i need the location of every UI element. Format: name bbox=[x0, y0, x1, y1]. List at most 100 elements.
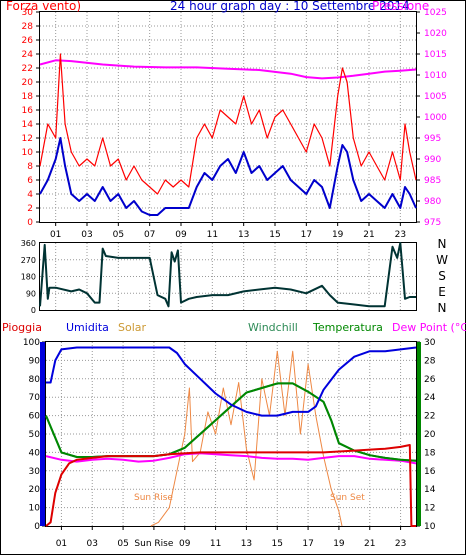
legend-windchill: Windchill bbox=[248, 321, 298, 334]
percent-tick-label: 30 bbox=[29, 467, 41, 477]
hour-tick-label: 07 bbox=[144, 230, 155, 240]
wind-tick-label: 2 bbox=[27, 204, 33, 214]
pressure-tick-label: 1015 bbox=[424, 50, 447, 60]
hour-tick-label: 17 bbox=[301, 230, 312, 240]
percent-tick-label: 60 bbox=[29, 412, 41, 422]
degree-tick-label: 90 bbox=[26, 289, 36, 298]
hour-tick-label: 19 bbox=[332, 230, 344, 240]
panel1-pressure-ticks: 1025 1020 1015 1010 1005 1000 995 990 985 980 975 bbox=[416, 8, 447, 228]
hour-tick-label: 21 bbox=[363, 230, 374, 240]
pressure-tick-label: 985 bbox=[424, 176, 441, 186]
degree-tick-label: 180 bbox=[21, 273, 36, 282]
panel2-degree-ticks: 360 270 180 90 0 bbox=[21, 239, 36, 315]
hour-tick-label: 05 bbox=[117, 539, 128, 549]
percent-tick-label: 20 bbox=[29, 485, 41, 495]
hour-tick-label: 01 bbox=[56, 539, 67, 549]
temperature-axis-bar bbox=[417, 342, 421, 526]
hour-tick-label: 15 bbox=[272, 539, 283, 549]
percent-tick-label: 90 bbox=[29, 356, 41, 366]
temperature-tick-label: 30 bbox=[424, 338, 436, 348]
panel2-series bbox=[39, 242, 416, 308]
pressure-title: Pressione bbox=[372, 0, 429, 13]
hour-tick-label: 19 bbox=[333, 539, 345, 549]
wind-direction-line bbox=[39, 242, 416, 308]
temperature-tick-label: 12 bbox=[424, 504, 435, 514]
percent-tick-label: 40 bbox=[29, 448, 41, 458]
panel1-hour-ticks: 01 03 05 07 09 11 13 15 17 19 21 23 bbox=[50, 222, 406, 240]
temperature-tick-label: 22 bbox=[424, 412, 435, 422]
legend-solar: Solar bbox=[118, 321, 147, 334]
solar-line bbox=[150, 350, 343, 527]
compass-label: S bbox=[438, 269, 446, 283]
pressure-tick-label: 1000 bbox=[424, 113, 447, 123]
temperature-tick-label: 26 bbox=[424, 375, 436, 385]
wind-tick-label: 18 bbox=[22, 92, 34, 102]
wind-tick-label: 10 bbox=[22, 148, 34, 158]
humidity-axis-bar bbox=[40, 342, 45, 526]
panel3-grid bbox=[46, 342, 416, 526]
hour-tick-label: 11 bbox=[210, 539, 221, 549]
hour-tick-label: 15 bbox=[269, 230, 280, 240]
temperature-tick-label: 16 bbox=[424, 467, 436, 477]
legend-humidity: Umidita bbox=[66, 321, 109, 334]
percent-tick-label: 10 bbox=[29, 504, 41, 514]
pressure-tick-label: 1010 bbox=[424, 71, 447, 81]
wind-tick-label: 6 bbox=[27, 176, 33, 186]
wind-tick-label: 22 bbox=[22, 64, 33, 74]
hour-tick-label: 17 bbox=[302, 539, 313, 549]
hour-tick-label: 01 bbox=[50, 230, 61, 240]
degree-tick-label: 270 bbox=[21, 256, 36, 265]
percent-tick-label: 50 bbox=[29, 430, 41, 440]
legend-dew-point: Dew Point (°C) bbox=[392, 321, 466, 334]
hour-tick-label: 23 bbox=[395, 230, 406, 240]
hour-tick-label: 11 bbox=[207, 230, 218, 240]
wind-tick-label: 16 bbox=[22, 106, 34, 116]
degree-tick-label: 360 bbox=[21, 239, 36, 248]
hour-tick-label: 23 bbox=[395, 539, 406, 549]
hour-tick-label: Sun Rise bbox=[134, 539, 173, 549]
dew-point-line bbox=[45, 452, 417, 465]
sunrise-annotation: Sun Rise bbox=[134, 493, 173, 503]
panel3-temperature-ticks: 30 28 26 24 22 20 18 16 14 12 10 bbox=[416, 338, 436, 532]
wind-speed-title: Forza vento) bbox=[6, 0, 81, 13]
compass-label: N bbox=[438, 301, 447, 315]
sunset-annotation: Sun Set bbox=[330, 493, 365, 503]
temperature-tick-label: 10 bbox=[424, 522, 436, 532]
panel2-grid bbox=[40, 243, 416, 310]
hour-tick-label: 13 bbox=[238, 230, 249, 240]
compass-label: E bbox=[438, 285, 446, 299]
legend-temperature: Temperatura bbox=[312, 321, 383, 334]
pressure-tick-label: 995 bbox=[424, 134, 441, 144]
wind-tick-label: 14 bbox=[22, 120, 34, 130]
degree-tick-label: 0 bbox=[31, 306, 36, 315]
wind-line bbox=[39, 53, 417, 195]
wind-tick-label: 24 bbox=[22, 50, 34, 60]
hour-tick-label: 13 bbox=[241, 539, 252, 549]
panel3-series bbox=[45, 346, 417, 527]
rain-line bbox=[45, 444, 416, 527]
wind-tick-label: 26 bbox=[22, 36, 34, 46]
pressure-tick-label: 980 bbox=[424, 197, 441, 207]
panel3-legend: Pioggia Umidita Solar Windchill Temperatura D… bbox=[2, 321, 466, 334]
percent-tick-label: 70 bbox=[29, 393, 41, 403]
percent-tick-label: 80 bbox=[29, 375, 41, 385]
pressure-tick-label: 990 bbox=[424, 155, 441, 165]
pressure-tick-label: 1020 bbox=[424, 29, 447, 39]
hour-tick-label: 03 bbox=[87, 539, 98, 549]
wind-tick-label: 8 bbox=[27, 162, 33, 172]
hour-tick-label: 09 bbox=[175, 230, 187, 240]
compass-label: N bbox=[438, 237, 447, 251]
wind-avg-line bbox=[39, 137, 417, 216]
pressure-tick-label: 975 bbox=[424, 218, 441, 228]
graph-title: 24 hour graph day : 10 Settembre 2014 bbox=[170, 0, 410, 13]
temperature-tick-label: 24 bbox=[424, 393, 436, 403]
hour-tick-label: 21 bbox=[364, 539, 375, 549]
panel3-frame bbox=[45, 341, 417, 527]
humidity-line bbox=[46, 346, 417, 417]
wind-tick-label: 12 bbox=[22, 134, 33, 144]
hour-tick-label: 05 bbox=[113, 230, 124, 240]
